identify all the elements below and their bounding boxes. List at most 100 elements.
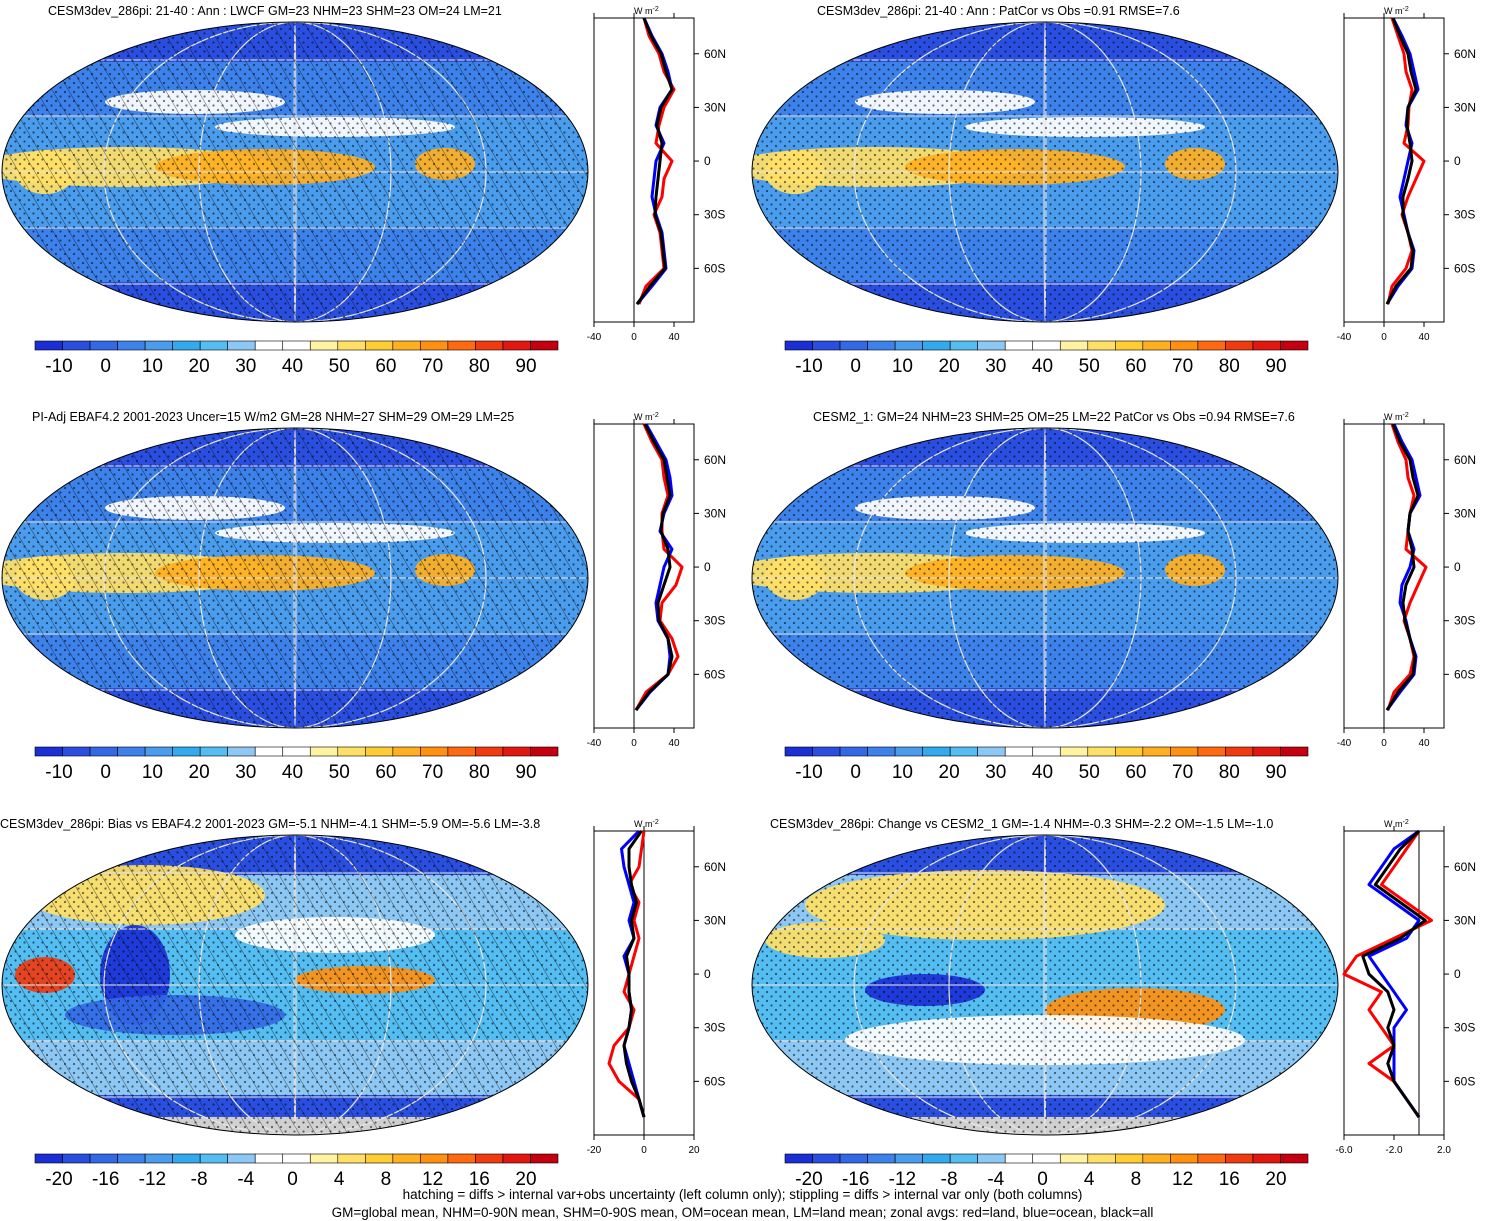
zonal-x-label: -40	[587, 332, 602, 343]
map-border	[751, 427, 1339, 729]
map-hatching	[2, 22, 588, 322]
zonal-frame	[1343, 423, 1445, 729]
colorbar-swatch	[784, 340, 813, 351]
colorbar-label: -4	[987, 1169, 1004, 1190]
colorbar-swatch	[1225, 1153, 1254, 1164]
zonal-units: W m-2	[1384, 6, 1409, 16]
colorbar-label: 30	[235, 762, 256, 783]
colorbar-label: 0	[100, 762, 111, 783]
colorbar-label: -8	[191, 1169, 208, 1190]
zonal-frame	[1343, 17, 1445, 323]
colorbar-swatch	[89, 1153, 118, 1164]
colorbar-label: 90	[515, 762, 536, 783]
colorbar-swatch	[1197, 340, 1226, 351]
colorbar-swatch	[1032, 340, 1061, 351]
zonal-lat-label: 30N	[1454, 506, 1476, 520]
zonal-series-all	[1385, 423, 1420, 711]
map-border	[1, 21, 589, 323]
map-border	[1, 427, 589, 729]
zonal-x-label: 0	[631, 738, 637, 749]
colorbar-swatch	[977, 340, 1006, 351]
colorbar-label: -12	[889, 1169, 916, 1190]
colorbar: -10 0 10 20 30 40 50 60 70 80 90	[784, 746, 1309, 783]
zonal-x-label: 0	[641, 1145, 647, 1156]
map-border	[751, 21, 1339, 323]
colorbar-swatch	[1115, 1153, 1144, 1164]
colorbar-swatch	[1087, 1153, 1116, 1164]
zonal-series-ocean	[1367, 829, 1421, 1118]
colorbar-swatch	[812, 1153, 841, 1164]
zonal-lat-label: 30N	[704, 100, 726, 114]
colorbar-swatch	[1087, 340, 1116, 351]
zonal-lat-label: 0	[704, 560, 711, 574]
zonal-lat-label: 30S	[704, 1021, 725, 1035]
colorbar-swatch	[977, 1153, 1006, 1164]
colorbar-label: 0	[850, 356, 861, 377]
zonal-x-label: 40	[1418, 738, 1430, 749]
colorbar-label: 90	[1265, 356, 1286, 377]
map-stippling	[752, 835, 1338, 1135]
colorbar-swatch	[172, 746, 201, 757]
colorbar-swatch	[784, 1153, 813, 1164]
colorbar-swatch	[502, 1153, 531, 1164]
colorbar-label: 40	[1032, 762, 1053, 783]
colorbar-swatch	[254, 746, 284, 757]
zonal-series-all	[1385, 17, 1418, 305]
colorbar-swatch	[502, 746, 531, 757]
colorbar-swatch	[867, 340, 896, 351]
colorbar-swatch	[1170, 746, 1199, 757]
colorbar-swatch	[1059, 1153, 1089, 1164]
zonal-x-label: 0	[1381, 738, 1387, 749]
colorbar-swatch	[839, 340, 868, 351]
footer-line-legend: GM=global mean, NHM=0-90N mean, SHM=0-90…	[331, 1205, 1154, 1220]
zonal-lat-label: 0	[1454, 154, 1461, 168]
colorbar-swatch	[337, 746, 366, 757]
colorbar-swatch	[172, 340, 201, 351]
zonal-mean-plot: 60N 30N 0 30S 60S -40 0 40 W m-2	[1337, 412, 1476, 749]
zonal-x-label: -6.0	[1335, 1145, 1353, 1156]
zonal-series-all	[635, 17, 674, 305]
colorbar-swatch	[34, 746, 63, 757]
colorbar-swatch	[894, 1153, 923, 1164]
colorbar-swatch	[227, 340, 256, 351]
colorbar-swatch	[1252, 1153, 1281, 1164]
zonal-x-label: -20	[587, 1145, 602, 1156]
footer-line-hatching: hatching = diffs > internal var+obs unce…	[402, 1187, 1083, 1202]
colorbar-swatch	[1197, 746, 1226, 757]
panel-title: CESM3dev_286pi: Change vs CESM2_1 GM=-1.…	[770, 817, 1273, 831]
panel-6: CESM3dev_286pi: Change vs CESM2_1 GM=-1.…	[751, 817, 1476, 1190]
zonal-mean-plot: 60N 30N 0 30S 60S -40 0 40 W m-2	[587, 6, 726, 343]
colorbar-label: 16	[1219, 1169, 1240, 1190]
colorbar-label: 8	[1131, 1169, 1142, 1190]
panel-title: PI-Adj EBAF4.2 2001-2023 Uncer=15 W/m2 G…	[32, 410, 514, 424]
colorbar-swatch	[117, 340, 146, 351]
colorbar-label: 12	[1172, 1169, 1193, 1190]
colorbar-label: -10	[45, 356, 72, 377]
colorbar-swatch	[475, 746, 504, 757]
zonal-x-label: 0	[1381, 332, 1387, 343]
zonal-mean-plot: 60N 30N 0 30S 60S -40 0 40 W m-2	[1337, 6, 1476, 343]
zonal-series-land	[634, 423, 684, 711]
colorbar-label: 40	[282, 356, 303, 377]
panel-title: CESM3dev_286pi: 21-40 : Ann : PatCor vs …	[817, 4, 1180, 18]
colorbar-label: 70	[1172, 762, 1193, 783]
zonal-x-label: 40	[668, 738, 680, 749]
zonal-lat-label: 30N	[704, 506, 726, 520]
colorbar-swatch	[1032, 746, 1061, 757]
map-stippling	[752, 428, 1338, 728]
colorbar-swatch	[62, 340, 91, 351]
zonal-lat-label: 0	[1454, 560, 1461, 574]
colorbar-label: 60	[1125, 762, 1146, 783]
colorbar-swatch	[254, 340, 284, 351]
zonal-units: W m-2	[634, 819, 659, 829]
colorbar-swatch	[784, 746, 813, 757]
map-hatching	[2, 428, 588, 728]
zonal-x-label: -40	[1337, 738, 1352, 749]
colorbar-swatch	[530, 340, 559, 351]
zonal-lat-label: 0	[704, 967, 711, 981]
colorbar-label: 12	[422, 1169, 443, 1190]
zonal-x-label: -40	[1337, 332, 1352, 343]
colorbar-swatch	[1170, 340, 1199, 351]
colorbar-label: 10	[892, 762, 913, 783]
